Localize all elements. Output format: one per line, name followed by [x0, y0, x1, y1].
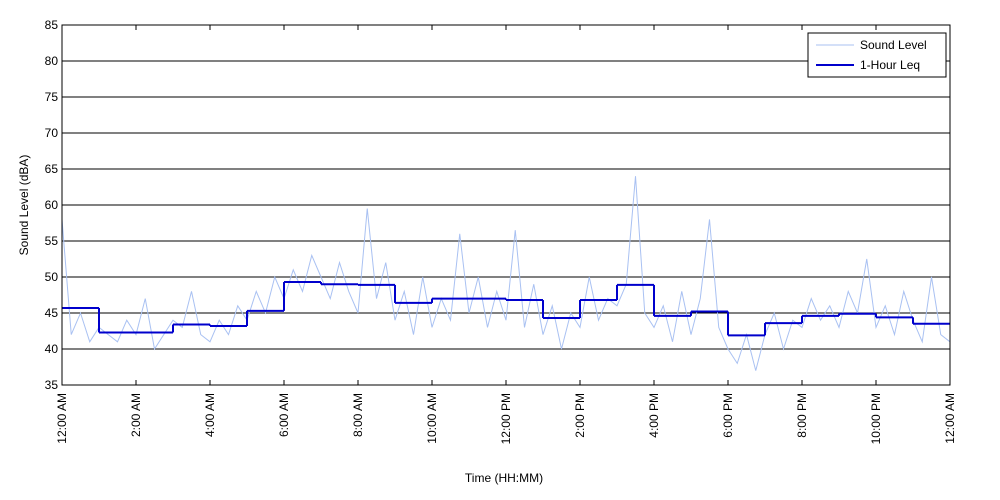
- x-tick-label: 8:00 PM: [795, 393, 809, 438]
- y-tick-label: 85: [45, 18, 59, 32]
- y-tick-label: 35: [45, 378, 59, 392]
- step-line: [62, 281, 950, 337]
- x-tick-label: 12:00 AM: [55, 393, 69, 444]
- x-tick-label: 6:00 PM: [721, 393, 735, 438]
- y-tick-label: 40: [45, 342, 59, 356]
- x-tick-label: 8:00 AM: [351, 393, 365, 437]
- x-tick-label: 2:00 PM: [573, 393, 587, 438]
- line: [61, 176, 951, 371]
- y-tick-label: 50: [45, 270, 59, 284]
- y-tick-label: 60: [45, 198, 59, 212]
- x-tick-label: 4:00 PM: [647, 393, 661, 438]
- legend: Sound Level 1-Hour Leq: [807, 32, 947, 78]
- y-tick-label: 70: [45, 126, 59, 140]
- y-tick-label: 65: [45, 162, 59, 176]
- y-tick-label: 45: [45, 306, 59, 320]
- x-tick-label: 4:00 AM: [203, 393, 217, 437]
- y-tick-label: 75: [45, 90, 59, 104]
- plot-frame: [61, 24, 951, 386]
- x-axis-title: Time (HH:MM): [465, 471, 543, 485]
- x-tick-label: 12:00 AM: [943, 393, 957, 444]
- legend-label: 1-Hour Leq: [860, 58, 920, 72]
- x-tick-label: 2:00 AM: [129, 393, 143, 437]
- y-tick-label: 55: [45, 234, 59, 248]
- y-axis-title: Sound Level (dBA): [17, 155, 31, 256]
- y-tick-label: 80: [45, 54, 59, 68]
- legend-label: Sound Level: [860, 38, 927, 52]
- legend-box: [807, 32, 947, 78]
- x-tick-label: 10:00 AM: [425, 393, 439, 444]
- x-tick-label: 12:00 PM: [499, 393, 513, 444]
- x-tick-label: 6:00 AM: [277, 393, 291, 437]
- x-tick-label: 10:00 PM: [869, 393, 883, 444]
